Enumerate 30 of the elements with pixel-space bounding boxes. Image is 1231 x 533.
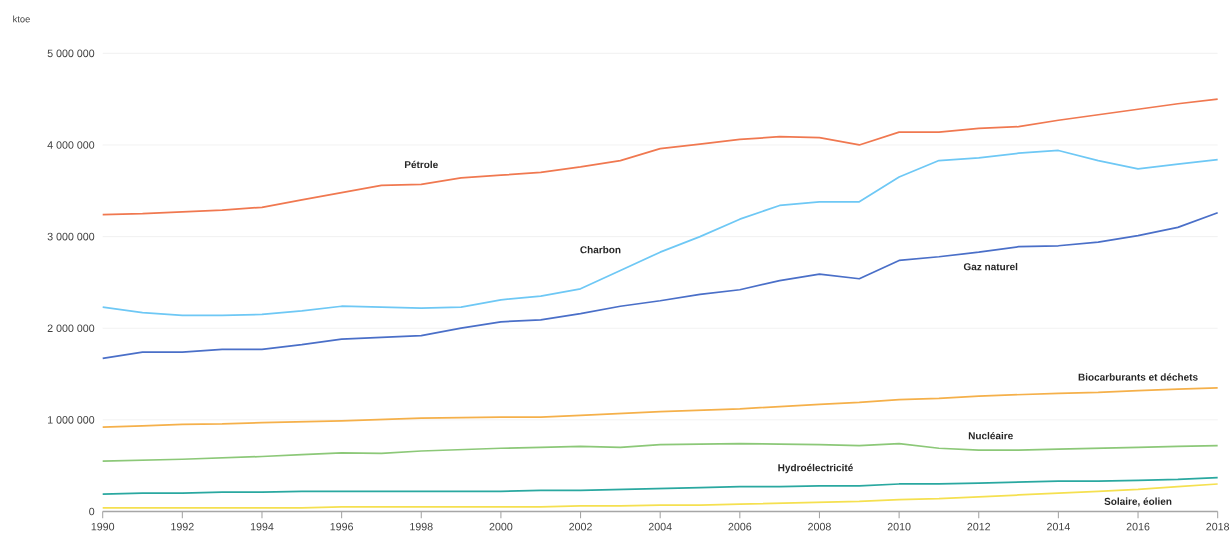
x-tick-label: 2002 (569, 522, 592, 531)
x-tick-label: 1998 (410, 522, 433, 531)
series-label: Charbon (580, 245, 621, 254)
y-tick-label: 5 000 000 (47, 49, 95, 57)
series-label: Nucléaire (968, 431, 1013, 440)
x-tick-label: 2004 (648, 522, 672, 531)
x-tick-label: 1990 (91, 522, 115, 531)
x-tick-label: 2014 (1047, 522, 1070, 531)
x-tick-label: 2018 (1206, 522, 1230, 531)
x-tick-label: 2010 (887, 522, 911, 531)
y-axis-title: ktoe (13, 15, 30, 23)
line-series (101, 211, 1219, 360)
y-tick-label: 3 000 000 (47, 232, 95, 241)
x-tick-label: 1996 (330, 522, 354, 531)
x-tick-label: 2000 (489, 522, 513, 531)
y-tick-label: 0 (89, 507, 95, 516)
series-label: Hydroélectricité (778, 463, 853, 473)
x-tick-label: 2006 (728, 522, 752, 531)
y-tick-label: 4 000 000 (47, 140, 95, 149)
x-tick-label: 2012 (967, 522, 991, 531)
y-tick-label: 2 000 000 (47, 324, 95, 332)
x-tick-label: 1992 (171, 522, 194, 531)
series-label: Biocarburants et déchets (1078, 373, 1198, 381)
y-tick-label: 1 000 000 (48, 415, 95, 424)
x-tick-label: 1994 (250, 522, 274, 531)
series-label: Solaire, éolien (1104, 497, 1172, 507)
series-label: Gaz naturel (963, 262, 1018, 271)
series-label: Pétrole (404, 160, 438, 168)
x-tick-label: 2008 (808, 522, 831, 531)
x-tick-label: 2016 (1126, 522, 1150, 531)
